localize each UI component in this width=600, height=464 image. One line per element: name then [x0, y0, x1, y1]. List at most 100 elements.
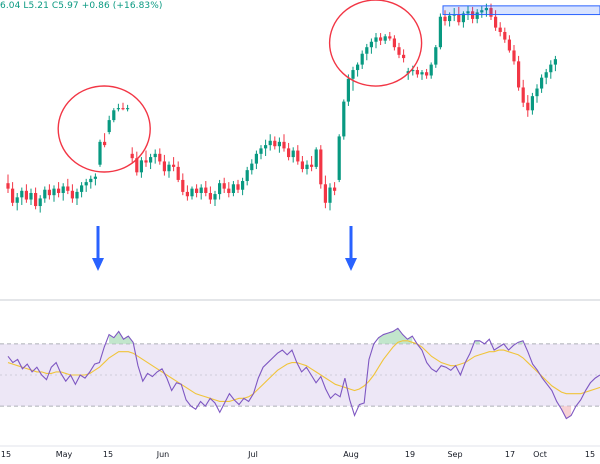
resistance-zone	[442, 5, 600, 16]
candle-body	[517, 61, 521, 88]
candle-body	[287, 148, 291, 158]
candle-body	[360, 53, 364, 65]
candle-body	[314, 149, 318, 167]
x-tick-label: Aug	[343, 450, 359, 459]
candle-body	[300, 161, 304, 170]
candle-body	[365, 47, 369, 54]
candle-body	[530, 96, 534, 111]
rsi-overbought-fill	[474, 340, 480, 344]
candle-body	[11, 188, 15, 203]
candle-body	[80, 185, 84, 192]
candle-body	[494, 16, 498, 28]
candle-body	[195, 188, 199, 193]
candle-body	[254, 153, 258, 164]
candle-body	[319, 149, 323, 185]
candle-body	[369, 41, 373, 48]
candle-body	[268, 140, 272, 146]
candle-body	[245, 170, 249, 182]
candle-body	[402, 54, 406, 59]
x-tick-label: Oct	[533, 450, 547, 459]
rsi-overbought-fill	[109, 331, 134, 344]
candle-body	[121, 108, 125, 110]
ohlc-readout: 6.04 L5.21 C5.97 +0.86 (+16.83%)	[0, 1, 163, 11]
candle-body	[93, 176, 97, 179]
arrow-head-icon	[345, 258, 357, 271]
candle-body	[43, 189, 47, 199]
candle-body	[84, 182, 88, 186]
x-tick-label: 19	[405, 450, 415, 459]
candle-body	[484, 8, 488, 11]
candle-body	[425, 72, 429, 76]
candle-body	[29, 192, 33, 200]
candle-body	[443, 16, 447, 22]
candle-body	[75, 191, 79, 199]
candle-body	[461, 13, 465, 23]
candle-body	[139, 160, 143, 173]
candle-body	[503, 31, 507, 40]
candle-body	[167, 164, 171, 172]
candle-body	[351, 70, 355, 79]
candle-body	[103, 141, 107, 146]
candle-body	[277, 141, 281, 147]
candle-body	[57, 188, 61, 193]
candle-body	[199, 187, 203, 193]
candle-body	[107, 120, 111, 133]
candle-body	[227, 188, 231, 193]
candle-body	[489, 8, 493, 17]
candle-body	[342, 101, 346, 137]
candle-body	[379, 37, 383, 41]
candle-body	[204, 187, 208, 193]
candle-body	[282, 141, 286, 149]
candle-body	[452, 14, 456, 16]
candle-body	[190, 188, 194, 197]
candle-body	[144, 160, 148, 163]
candle-body	[507, 39, 511, 51]
candle-body	[356, 64, 360, 71]
candle-body	[388, 36, 392, 39]
candle-body	[24, 190, 28, 200]
candle-body	[328, 187, 332, 203]
highlight-circle	[328, 0, 423, 87]
candle-body	[38, 198, 42, 207]
candle-body	[480, 10, 484, 13]
x-tick-label: May	[56, 450, 73, 459]
candle-body	[406, 71, 410, 74]
x-tick-label: 15	[1, 450, 11, 459]
candle-body	[420, 72, 424, 75]
candle-body	[153, 153, 157, 158]
candle-body	[52, 188, 56, 196]
candle-body	[553, 59, 557, 65]
candle-body	[112, 110, 116, 121]
candle-body	[337, 136, 341, 180]
candle-body	[438, 16, 442, 48]
candle-body	[149, 157, 153, 163]
x-tick-label: 17	[505, 450, 515, 459]
candle-body	[47, 189, 51, 196]
candle-body	[526, 102, 530, 111]
candle-body	[273, 140, 277, 147]
candle-body	[291, 150, 295, 158]
candle-body	[310, 164, 314, 167]
x-tick-label: Jun	[156, 450, 170, 459]
highlight-circle	[57, 85, 151, 173]
candle-body	[66, 186, 70, 191]
candle-body	[259, 148, 263, 154]
candle-body	[15, 197, 19, 203]
candle-body	[323, 184, 327, 203]
x-tick-label: 15	[585, 450, 595, 459]
candle-body	[98, 141, 102, 165]
candle-body	[392, 38, 396, 48]
candle-body	[512, 50, 516, 62]
candle-body	[218, 183, 222, 195]
candle-body	[475, 12, 479, 19]
candle-body	[434, 47, 438, 65]
candle-body	[231, 184, 235, 193]
candle-body	[176, 166, 180, 180]
candles	[6, 3, 557, 213]
candle-body	[130, 153, 134, 159]
candle-body	[241, 181, 245, 190]
candle-body	[236, 184, 240, 190]
candle-body	[126, 108, 130, 110]
